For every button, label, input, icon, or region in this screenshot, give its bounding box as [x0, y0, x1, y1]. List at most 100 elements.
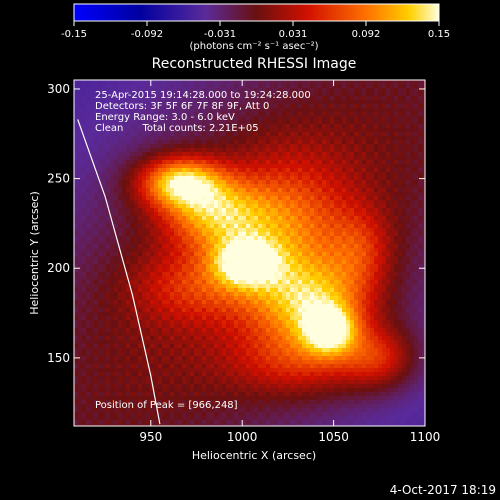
heatmap-cell	[174, 248, 179, 253]
heatmap-cell	[282, 332, 287, 337]
heatmap-cell	[278, 264, 283, 269]
heatmap-cell	[134, 148, 139, 153]
heatmap-cell	[246, 276, 251, 281]
heatmap-cell	[194, 380, 199, 385]
heatmap-cell	[218, 252, 223, 257]
heatmap-cell	[270, 292, 275, 297]
heatmap-cell	[262, 332, 267, 337]
heatmap-cell	[282, 380, 287, 385]
heatmap-cell	[174, 424, 179, 426]
heatmap-cell	[74, 224, 79, 229]
heatmap-cell	[262, 112, 267, 117]
heatmap-cell	[254, 160, 259, 165]
heatmap-cell	[286, 380, 291, 385]
heatmap-cell	[114, 416, 119, 421]
heatmap-cell	[174, 312, 179, 317]
heatmap-cell	[146, 288, 151, 293]
heatmap-cell	[290, 236, 295, 241]
heatmap-cell	[262, 264, 267, 269]
heatmap-cell	[114, 240, 119, 245]
heatmap-cell	[174, 268, 179, 273]
heatmap-cell	[118, 112, 123, 117]
heatmap-cell	[298, 164, 303, 169]
heatmap-cell	[182, 208, 187, 213]
heatmap-cell	[126, 96, 131, 101]
heatmap-cell	[246, 204, 251, 209]
heatmap-cell	[230, 212, 235, 217]
heatmap-cell	[186, 212, 191, 217]
heatmap-cell	[118, 216, 123, 221]
heatmap-cell	[246, 128, 251, 133]
heatmap-cell	[126, 296, 131, 301]
heatmap-cell	[186, 368, 191, 373]
heatmap-cell	[134, 288, 139, 293]
heatmap-cell	[174, 116, 179, 121]
heatmap-cell	[290, 80, 295, 85]
heatmap-cell	[198, 276, 203, 281]
heatmap-cell	[266, 376, 271, 381]
heatmap-cell	[82, 308, 87, 313]
heatmap-cell	[214, 424, 219, 426]
heatmap-cell	[186, 104, 191, 109]
heatmap-cell	[266, 224, 271, 229]
heatmap-cell	[270, 364, 275, 369]
heatmap-cell	[254, 284, 259, 289]
heatmap-cell	[282, 288, 287, 293]
heatmap-cell	[206, 232, 211, 237]
heatmap-cell	[238, 312, 243, 317]
heatmap-cell	[294, 96, 299, 101]
heatmap-cell	[122, 364, 127, 369]
heatmap-cell	[134, 80, 139, 85]
heatmap-cell	[194, 352, 199, 357]
heatmap-cell	[258, 276, 263, 281]
heatmap-cell	[210, 412, 215, 417]
heatmap-cell	[242, 216, 247, 221]
heatmap-cell	[162, 412, 167, 417]
heatmap-cell	[182, 420, 187, 425]
heatmap-cell	[230, 232, 235, 237]
heatmap-cell	[106, 228, 111, 233]
heatmap-cell	[118, 172, 123, 177]
heatmap-cell	[146, 376, 151, 381]
heatmap-cell	[138, 224, 143, 229]
heatmap-cell	[158, 280, 163, 285]
heatmap-cell	[110, 244, 115, 249]
heatmap-cell	[214, 404, 219, 409]
heatmap-cell	[90, 380, 95, 385]
heatmap-cell	[174, 80, 179, 85]
heatmap-cell	[154, 420, 159, 425]
heatmap-cell	[258, 288, 263, 293]
heatmap-cell	[182, 88, 187, 93]
heatmap-cell	[238, 392, 243, 397]
heatmap-cell	[258, 180, 263, 185]
heatmap-cell	[234, 292, 239, 297]
heatmap-cell	[166, 388, 171, 393]
heatmap-cell	[110, 384, 115, 389]
heatmap-cell	[114, 304, 119, 309]
heatmap-cell	[274, 80, 279, 85]
heatmap-cell	[90, 104, 95, 109]
heatmap-cell	[298, 144, 303, 149]
heatmap-cell	[202, 392, 207, 397]
heatmap-cell	[258, 424, 263, 426]
heatmap-cell	[130, 148, 135, 153]
heatmap-cell	[202, 252, 207, 257]
heatmap-cell	[278, 400, 283, 405]
heatmap-cell	[138, 400, 143, 405]
heatmap-cell	[278, 316, 283, 321]
heatmap-cell	[138, 232, 143, 237]
heatmap-cell	[206, 368, 211, 373]
heatmap-cell	[198, 400, 203, 405]
heatmap-cell	[86, 260, 91, 265]
heatmap-cell	[74, 372, 79, 377]
heatmap-cell	[150, 196, 155, 201]
heatmap-cell	[178, 216, 183, 221]
heatmap-cell	[90, 172, 95, 177]
heatmap-cell	[170, 240, 175, 245]
heatmap-cell	[298, 236, 303, 241]
heatmap-cell	[270, 96, 275, 101]
heatmap-cell	[118, 372, 123, 377]
heatmap-cell	[118, 240, 123, 245]
heatmap-cell	[82, 396, 87, 401]
heatmap-cell	[290, 348, 295, 353]
